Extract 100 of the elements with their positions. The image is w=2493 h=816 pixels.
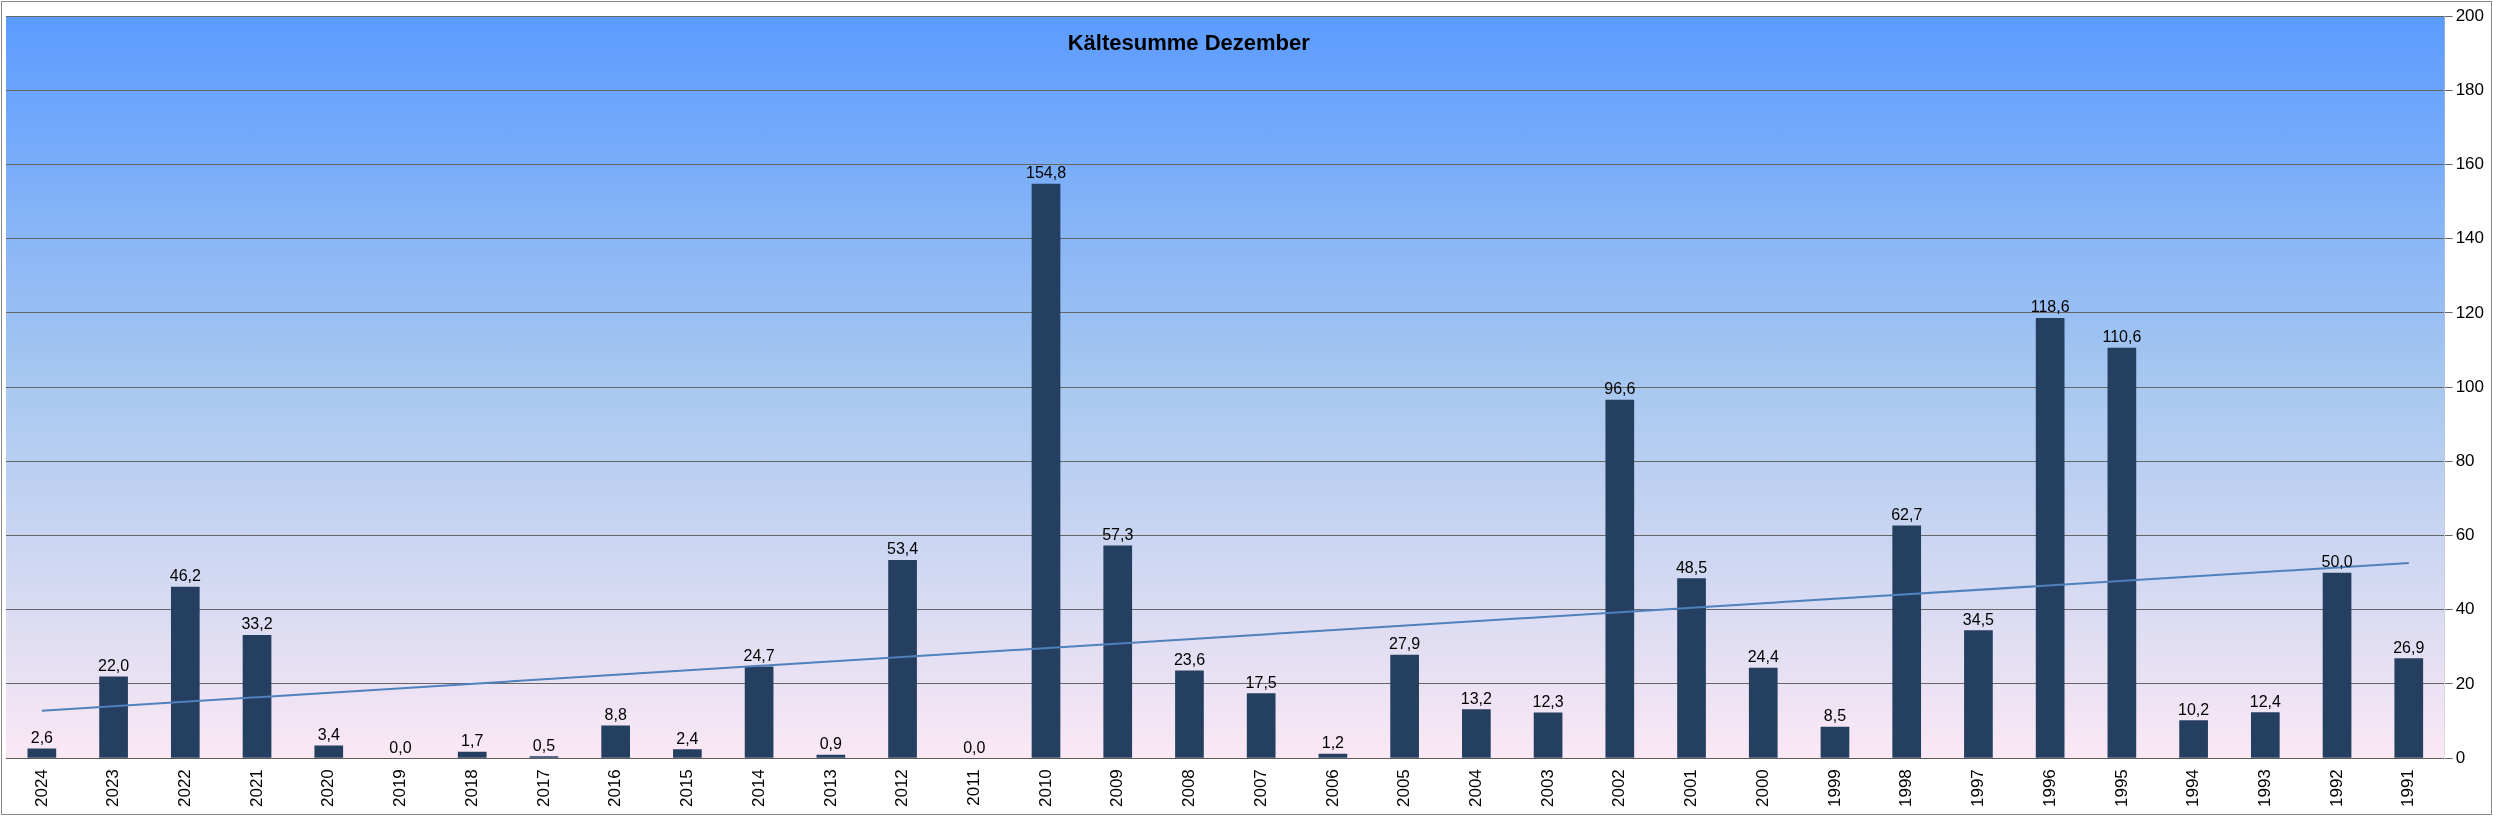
bar [2035, 318, 2065, 758]
x-tick-label: 1992 [2326, 769, 2346, 808]
bar [2250, 712, 2280, 758]
y-tick-label: 0 [2455, 747, 2466, 767]
bar [99, 676, 128, 758]
x-tick-label: 1996 [2039, 769, 2059, 808]
data-label: 27,9 [1389, 635, 1421, 653]
bar [1533, 712, 1563, 758]
y-tick-label: 80 [2455, 451, 2475, 470]
data-label: 23,6 [1173, 651, 1206, 669]
x-tick-label: 2005 [1394, 769, 1414, 808]
x-tick-label: 1994 [2183, 769, 2203, 808]
bar [1462, 709, 1491, 758]
x-tick-label: 2023 [103, 769, 123, 808]
y-tick-label: 20 [2455, 673, 2475, 693]
x-tick-label: 2016 [605, 769, 625, 808]
data-label: 0,5 [532, 736, 556, 754]
data-label: 62,7 [1891, 505, 1923, 523]
data-label: 34,5 [1962, 610, 1995, 628]
x-tick-label: 1999 [1824, 769, 1844, 808]
x-tick-label: 1995 [2111, 769, 2131, 808]
x-tick-label: 2009 [1107, 769, 1127, 808]
data-label: 13,2 [1460, 689, 1493, 707]
data-label: 10,2 [2178, 700, 2210, 718]
bar [601, 725, 630, 758]
bar [1748, 667, 1778, 758]
x-tick-label: 1998 [1896, 769, 1916, 808]
bar [2179, 720, 2208, 758]
x-tick-label: 2012 [892, 769, 912, 808]
bar [1175, 670, 1204, 758]
bar [457, 751, 487, 758]
data-label: 50,0 [2321, 553, 2353, 571]
data-label: 33,2 [241, 615, 273, 633]
data-label: 8,5 [1823, 707, 1847, 725]
data-label: 8,8 [604, 705, 627, 723]
bar [744, 666, 774, 758]
data-label: 53,4 [886, 540, 919, 558]
x-tick-label: 2019 [390, 769, 410, 808]
bar [1103, 545, 1133, 758]
data-label: 110,6 [2102, 328, 2142, 346]
bar [2107, 347, 2137, 758]
bar [1390, 654, 1419, 758]
data-label: 1,7 [461, 732, 484, 750]
data-label: 118,6 [2030, 298, 2070, 316]
bar [242, 634, 272, 758]
x-tick-label: 2007 [1250, 769, 1270, 808]
data-label: 24,7 [743, 646, 775, 664]
bar [1031, 183, 1061, 758]
data-label: 26,9 [2393, 638, 2425, 656]
x-tick-label: 2017 [533, 769, 553, 808]
bar [314, 745, 344, 758]
x-tick-label: 2014 [748, 769, 768, 808]
bar [888, 560, 917, 758]
data-label: 0,0 [389, 738, 412, 756]
bar [1246, 693, 1276, 758]
y-tick-label: 120 [2455, 302, 2485, 322]
bar [673, 749, 702, 758]
x-tick-label: 2000 [1752, 769, 1772, 808]
y-tick-label: 40 [2455, 599, 2475, 619]
x-tick-label: 2024 [31, 769, 51, 808]
bar [2322, 572, 2352, 758]
bar [1605, 399, 1635, 758]
data-label: 22,0 [98, 656, 130, 674]
data-label: 12,4 [2249, 692, 2281, 710]
bar [1677, 578, 1706, 758]
x-tick-label: 2006 [1322, 769, 1342, 808]
x-tick-label: 2018 [461, 769, 481, 808]
x-tick-label: 2020 [318, 769, 338, 808]
bar [2394, 658, 2424, 758]
data-label: 46,2 [169, 567, 201, 585]
x-tick-label: 2004 [1466, 769, 1486, 808]
y-tick-label: 160 [2455, 154, 2485, 174]
x-tick-label: 2015 [677, 769, 697, 808]
y-tick-label: 180 [2455, 79, 2485, 99]
x-tick-label: 2022 [175, 769, 194, 808]
bar [1964, 630, 1993, 758]
x-tick-label: 2021 [246, 769, 266, 808]
text: Kältesumme Dezember [1067, 30, 1311, 56]
data-label: 1,2 [1321, 734, 1345, 752]
bar [1820, 726, 1850, 758]
x-tick-label: 2001 [1681, 769, 1701, 808]
x-tick-label: 1997 [1968, 769, 1988, 808]
bar [1892, 525, 1922, 758]
x-tick-label: 1991 [2398, 769, 2418, 808]
x-tick-label: 2002 [1609, 769, 1629, 808]
data-label: 24,4 [1747, 648, 1779, 666]
x-tick-label: 2010 [1035, 769, 1055, 808]
data-label: 2,6 [30, 728, 54, 746]
data-label: 0,0 [963, 738, 986, 756]
data-label: 12,3 [1532, 692, 1564, 710]
data-label: 154,8 [1025, 164, 1067, 182]
bar [816, 754, 846, 758]
x-tick-label: 2003 [1537, 769, 1557, 808]
y-tick-label: 140 [2455, 228, 2485, 248]
data-label: 2,4 [676, 729, 699, 747]
x-tick-label: 2011 [963, 769, 983, 806]
x-tick-label: 2013 [820, 769, 840, 808]
y-tick-label: 60 [2455, 525, 2475, 545]
x-tick-label: 1993 [2255, 769, 2275, 808]
bar [170, 586, 200, 758]
